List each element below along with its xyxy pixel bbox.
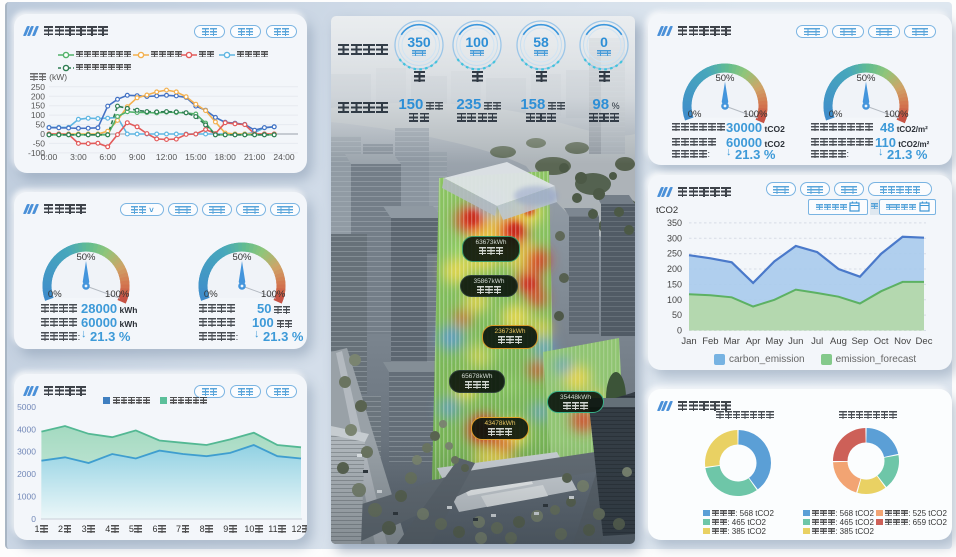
svg-text:50: 50: [36, 120, 46, 130]
svg-text:150: 150: [667, 279, 682, 289]
svg-text:350: 350: [667, 218, 682, 228]
svg-text:Jan: Jan: [681, 336, 696, 347]
svg-text:200: 200: [667, 264, 682, 274]
svg-text:100%: 100%: [743, 109, 768, 120]
svg-text:Jul: Jul: [811, 336, 823, 347]
svg-text:9:00: 9:00: [129, 152, 146, 162]
svg-text:300: 300: [667, 233, 682, 243]
svg-text:-100: -100: [28, 148, 45, 158]
svg-text:2000: 2000: [17, 469, 36, 479]
svg-text:Mar: Mar: [724, 336, 740, 347]
svg-text:1000: 1000: [17, 492, 36, 502]
svg-text:0%: 0%: [204, 289, 218, 300]
svg-text:100%: 100%: [261, 289, 286, 300]
svg-text:50: 50: [672, 310, 682, 320]
svg-text:200: 200: [31, 91, 45, 101]
svg-text:6:00: 6:00: [99, 152, 116, 162]
svg-text:Oct: Oct: [874, 336, 889, 347]
svg-text:15:00: 15:00: [185, 152, 207, 162]
svg-text:100%: 100%: [884, 109, 909, 120]
svg-text:21:00: 21:00: [244, 152, 266, 162]
svg-text:12:00: 12:00: [156, 152, 178, 162]
svg-text:Sep: Sep: [851, 336, 868, 347]
svg-text:0: 0: [40, 129, 45, 139]
svg-text:24:00: 24:00: [273, 152, 295, 162]
svg-text:May: May: [765, 336, 783, 347]
svg-text:Apr: Apr: [746, 336, 761, 347]
svg-text:-50: -50: [33, 138, 46, 148]
svg-text:Dec: Dec: [916, 336, 933, 347]
svg-text:0: 0: [31, 514, 36, 524]
svg-text:50%: 50%: [76, 252, 96, 263]
svg-text:50%: 50%: [715, 73, 735, 84]
svg-text:250: 250: [31, 82, 45, 92]
svg-text:Feb: Feb: [702, 336, 718, 347]
svg-text:0:00: 0:00: [41, 152, 58, 162]
svg-text:Nov: Nov: [894, 336, 911, 347]
svg-text:50%: 50%: [856, 73, 876, 84]
svg-text:100%: 100%: [105, 289, 130, 300]
svg-text:0%: 0%: [688, 109, 702, 120]
svg-text:Jun: Jun: [788, 336, 803, 347]
svg-text:0: 0: [677, 326, 682, 336]
svg-text:3000: 3000: [17, 447, 36, 457]
svg-text:18:00: 18:00: [215, 152, 237, 162]
svg-text:250: 250: [667, 249, 682, 259]
svg-text:4000: 4000: [17, 424, 36, 434]
svg-text:100: 100: [31, 110, 45, 120]
svg-text:Aug: Aug: [830, 336, 847, 347]
svg-text:0%: 0%: [48, 289, 62, 300]
svg-text:0%: 0%: [829, 109, 843, 120]
svg-text:50%: 50%: [232, 252, 252, 263]
svg-text:150: 150: [31, 101, 45, 111]
svg-text:100: 100: [667, 295, 682, 305]
svg-text:3:00: 3:00: [70, 152, 87, 162]
svg-text:5000: 5000: [17, 402, 36, 412]
